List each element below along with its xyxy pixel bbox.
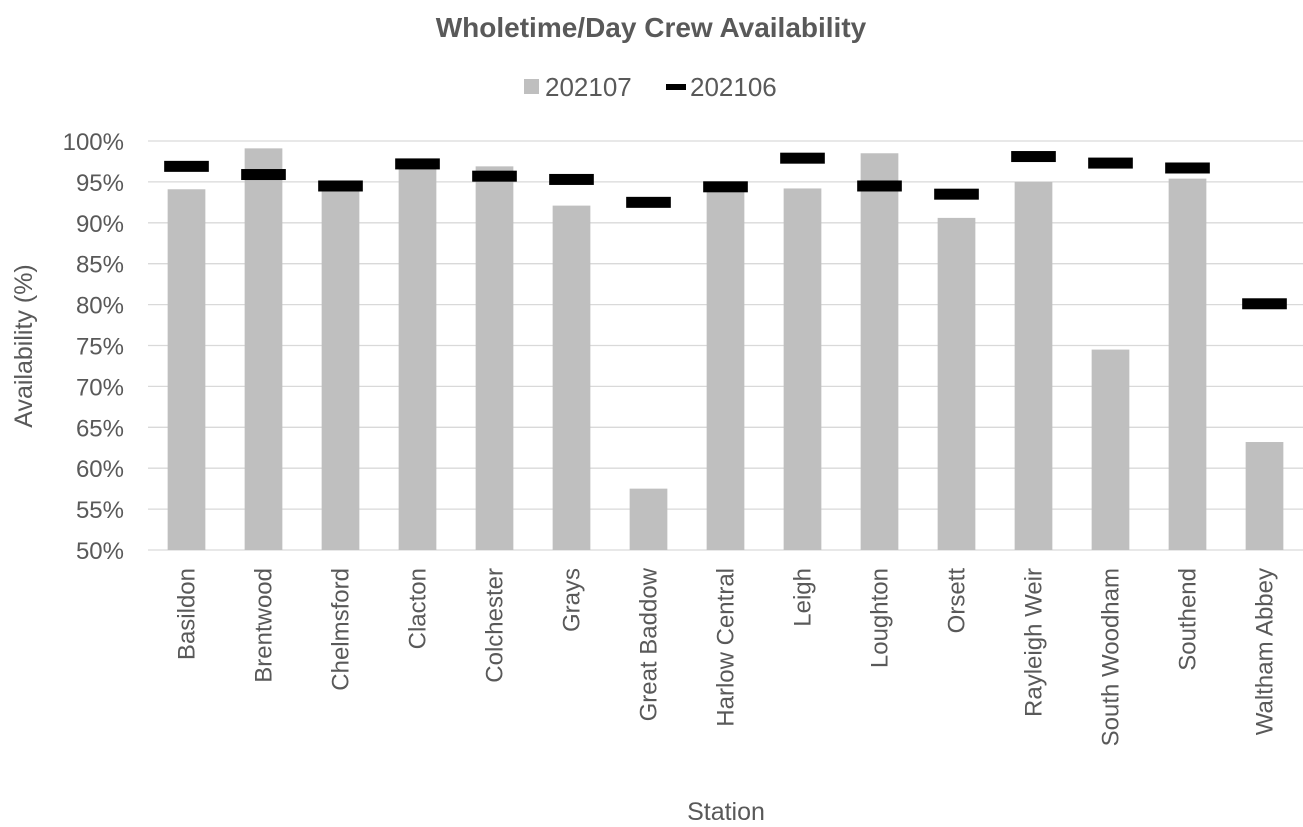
legend-swatch-202107 — [524, 79, 539, 94]
bar-great-baddow — [629, 488, 668, 550]
bar-leigh — [783, 188, 822, 550]
bar-rayleigh-weir — [1014, 181, 1053, 550]
bar-brentwood — [244, 148, 283, 550]
legend: 202107 202106 — [524, 72, 777, 102]
x-axis-label: Station — [687, 798, 765, 826]
y-tick-label-70: 70% — [76, 374, 124, 401]
bars-202107 — [167, 148, 1284, 551]
marker-orsett — [934, 188, 979, 200]
bar-clacton — [398, 165, 437, 551]
marker-grays — [549, 173, 594, 185]
x-tick-label-rayleigh-weir: Rayleigh Weir — [1021, 568, 1048, 717]
y-tick-label-80: 80% — [76, 293, 124, 320]
marker-clacton — [395, 158, 440, 170]
x-tick-label-great-baddow: Great Baddow — [636, 567, 663, 721]
x-tick-label-waltham-abbey: Waltham Abbey — [1252, 568, 1279, 735]
marker-chelmsford — [318, 180, 363, 192]
marker-great-baddow — [626, 196, 671, 208]
x-tick-label-loughton: Loughton — [867, 568, 894, 668]
marker-colchester — [472, 170, 517, 182]
x-tick-label-chelmsford: Chelmsford — [328, 568, 355, 691]
bar-harlow-central — [706, 188, 745, 550]
legend-label-202107: 202107 — [545, 72, 632, 102]
bar-orsett — [937, 217, 976, 550]
y-tick-label-90: 90% — [76, 211, 124, 238]
x-tick-labels: Basildon Brentwood Chelmsford Clacton Colche… — [174, 567, 1279, 746]
y-tick-label-50: 50% — [76, 538, 124, 565]
x-tick-label-basildon: Basildon — [174, 568, 201, 660]
legend-label-202106: 202106 — [690, 72, 777, 102]
marker-rayleigh-weir — [1011, 151, 1056, 163]
y-tick-label-100: 100% — [63, 129, 124, 156]
x-tick-label-clacton: Clacton — [405, 568, 432, 649]
bar-basildon — [167, 189, 206, 550]
x-tick-label-orsett: Orsett — [944, 568, 971, 634]
y-tick-label-95: 95% — [76, 170, 124, 197]
marker-harlow-central — [703, 181, 748, 193]
bar-loughton — [860, 153, 899, 550]
marker-southend — [1165, 162, 1210, 174]
marker-brentwood — [241, 169, 286, 181]
x-tick-label-harlow-central: Harlow Central — [713, 568, 740, 727]
y-tick-label-65: 65% — [76, 415, 124, 442]
marker-leigh — [780, 152, 825, 164]
marker-waltham-abbey — [1242, 298, 1287, 310]
x-tick-label-colchester: Colchester — [482, 568, 509, 683]
marker-basildon — [164, 160, 209, 172]
bar-southend — [1168, 178, 1207, 551]
y-tick-labels: 50% 55% 60% 65% 70% 75% 80% 85% 90% 95% 100% — [63, 129, 124, 565]
x-tick-label-southend: Southend — [1175, 568, 1202, 671]
y-tick-label-75: 75% — [76, 334, 124, 361]
marker-south-woodham — [1088, 157, 1133, 169]
bar-colchester — [475, 166, 514, 550]
y-tick-label-60: 60% — [76, 456, 124, 483]
x-tick-label-leigh: Leigh — [790, 568, 817, 627]
bar-grays — [552, 205, 591, 550]
markers-202106 — [164, 151, 1287, 310]
y-axis-label: Availability (%) — [10, 264, 38, 427]
chart-title: Wholetime/Day Crew Availability — [436, 12, 867, 43]
bar-waltham-abbey — [1245, 442, 1284, 550]
marker-loughton — [857, 180, 902, 192]
x-tick-label-brentwood: Brentwood — [251, 568, 278, 683]
x-tick-label-grays: Grays — [559, 568, 586, 632]
y-tick-label-85: 85% — [76, 252, 124, 279]
bar-chelmsford — [321, 188, 360, 550]
bar-south-woodham — [1091, 349, 1130, 550]
x-tick-label-south-woodham: South Woodham — [1098, 568, 1125, 746]
legend-swatch-202106 — [666, 84, 686, 90]
y-tick-label-55: 55% — [76, 497, 124, 524]
